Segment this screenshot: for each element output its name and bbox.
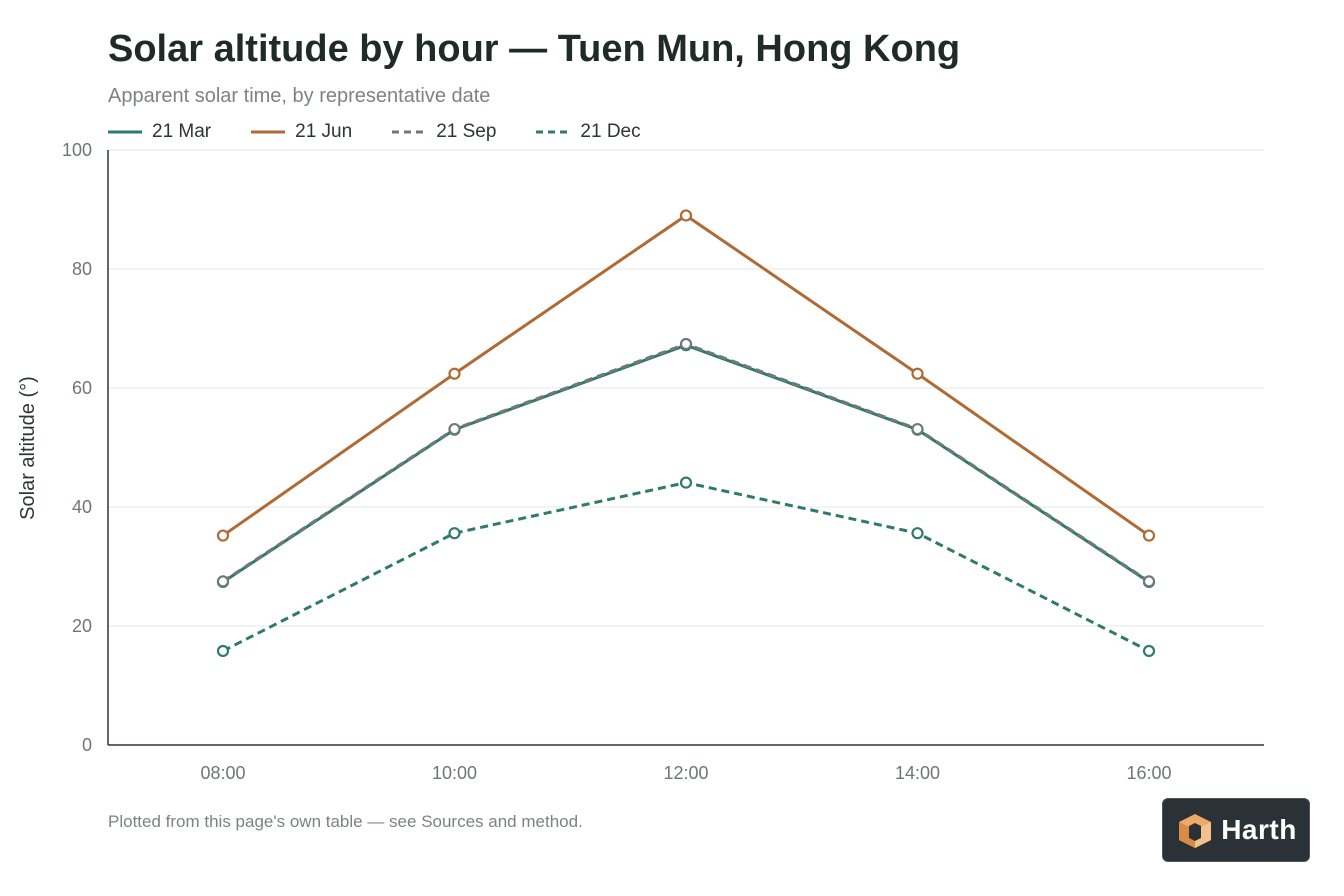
chart-title: Solar altitude by hour — Tuen Mun, Hong … xyxy=(108,28,961,70)
brand-logo[interactable]: Harth xyxy=(1162,798,1310,862)
legend-item-21-sep: 21 Sep xyxy=(392,121,496,143)
legend-label-21-jun: 21 Jun xyxy=(295,121,353,142)
series-line-21-mar xyxy=(222,343,1150,584)
data-point-21-jun xyxy=(216,529,230,542)
legend-item-21-mar: 21 Mar xyxy=(108,121,211,143)
y-tick-label: 60 xyxy=(72,378,92,398)
logo-text: Harth xyxy=(1221,814,1297,845)
x-tick-label: 14:00 xyxy=(895,763,940,783)
data-point-21-jun xyxy=(448,367,461,380)
data-point-21-sep xyxy=(216,575,230,588)
data-point-21-sep xyxy=(911,422,924,436)
y-tick-label: 20 xyxy=(72,616,92,636)
legend-swatch-21-jun xyxy=(251,130,286,134)
legend-label-21-mar: 21 Mar xyxy=(152,121,212,142)
y-tick-label: 100 xyxy=(62,140,92,160)
legend-label-21-dec: 21 Dec xyxy=(580,121,641,142)
legend-swatch-21-mar xyxy=(108,130,142,134)
legend-item-21-jun: 21 Jun xyxy=(251,121,352,143)
x-tick-label: 12:00 xyxy=(663,763,708,783)
data-point-21-dec xyxy=(679,476,693,489)
legend-swatch-21-sep xyxy=(392,130,427,134)
data-point-21-jun xyxy=(1142,529,1156,542)
x-tick-label: 16:00 xyxy=(1126,763,1171,783)
legend-item-21-dec: 21 Dec xyxy=(536,121,641,143)
data-point-21-dec xyxy=(911,527,924,540)
x-tick-label: 10:00 xyxy=(432,763,477,783)
legend-swatch-21-dec xyxy=(536,130,571,134)
data-point-21-sep xyxy=(1142,575,1156,588)
legend-label-21-sep: 21 Sep xyxy=(436,121,497,142)
data-point-21-dec xyxy=(448,527,461,540)
cube-icon xyxy=(1179,814,1212,848)
y-tick-label: 40 xyxy=(72,497,92,517)
chart-subtitle: Apparent solar time, by representative d… xyxy=(108,85,491,107)
chart-footnote: Plotted from this page's own table — see… xyxy=(108,812,583,831)
data-point-21-sep xyxy=(679,337,693,351)
data-point-21-sep xyxy=(448,422,461,436)
data-point-21-dec xyxy=(216,644,230,658)
data-point-21-jun xyxy=(911,367,924,380)
y-axis-title: Solar altitude (°) xyxy=(17,376,39,520)
y-tick-label: 0 xyxy=(82,735,92,755)
y-tick-label: 80 xyxy=(72,259,92,279)
data-point-21-dec xyxy=(1142,644,1156,658)
chart-legend: 21 Mar 21 Jun 21 Sep 21 Dec xyxy=(108,119,681,145)
series-line-21-sep xyxy=(222,342,1150,583)
x-tick-label: 08:00 xyxy=(200,763,245,783)
data-point-21-jun xyxy=(679,209,693,222)
